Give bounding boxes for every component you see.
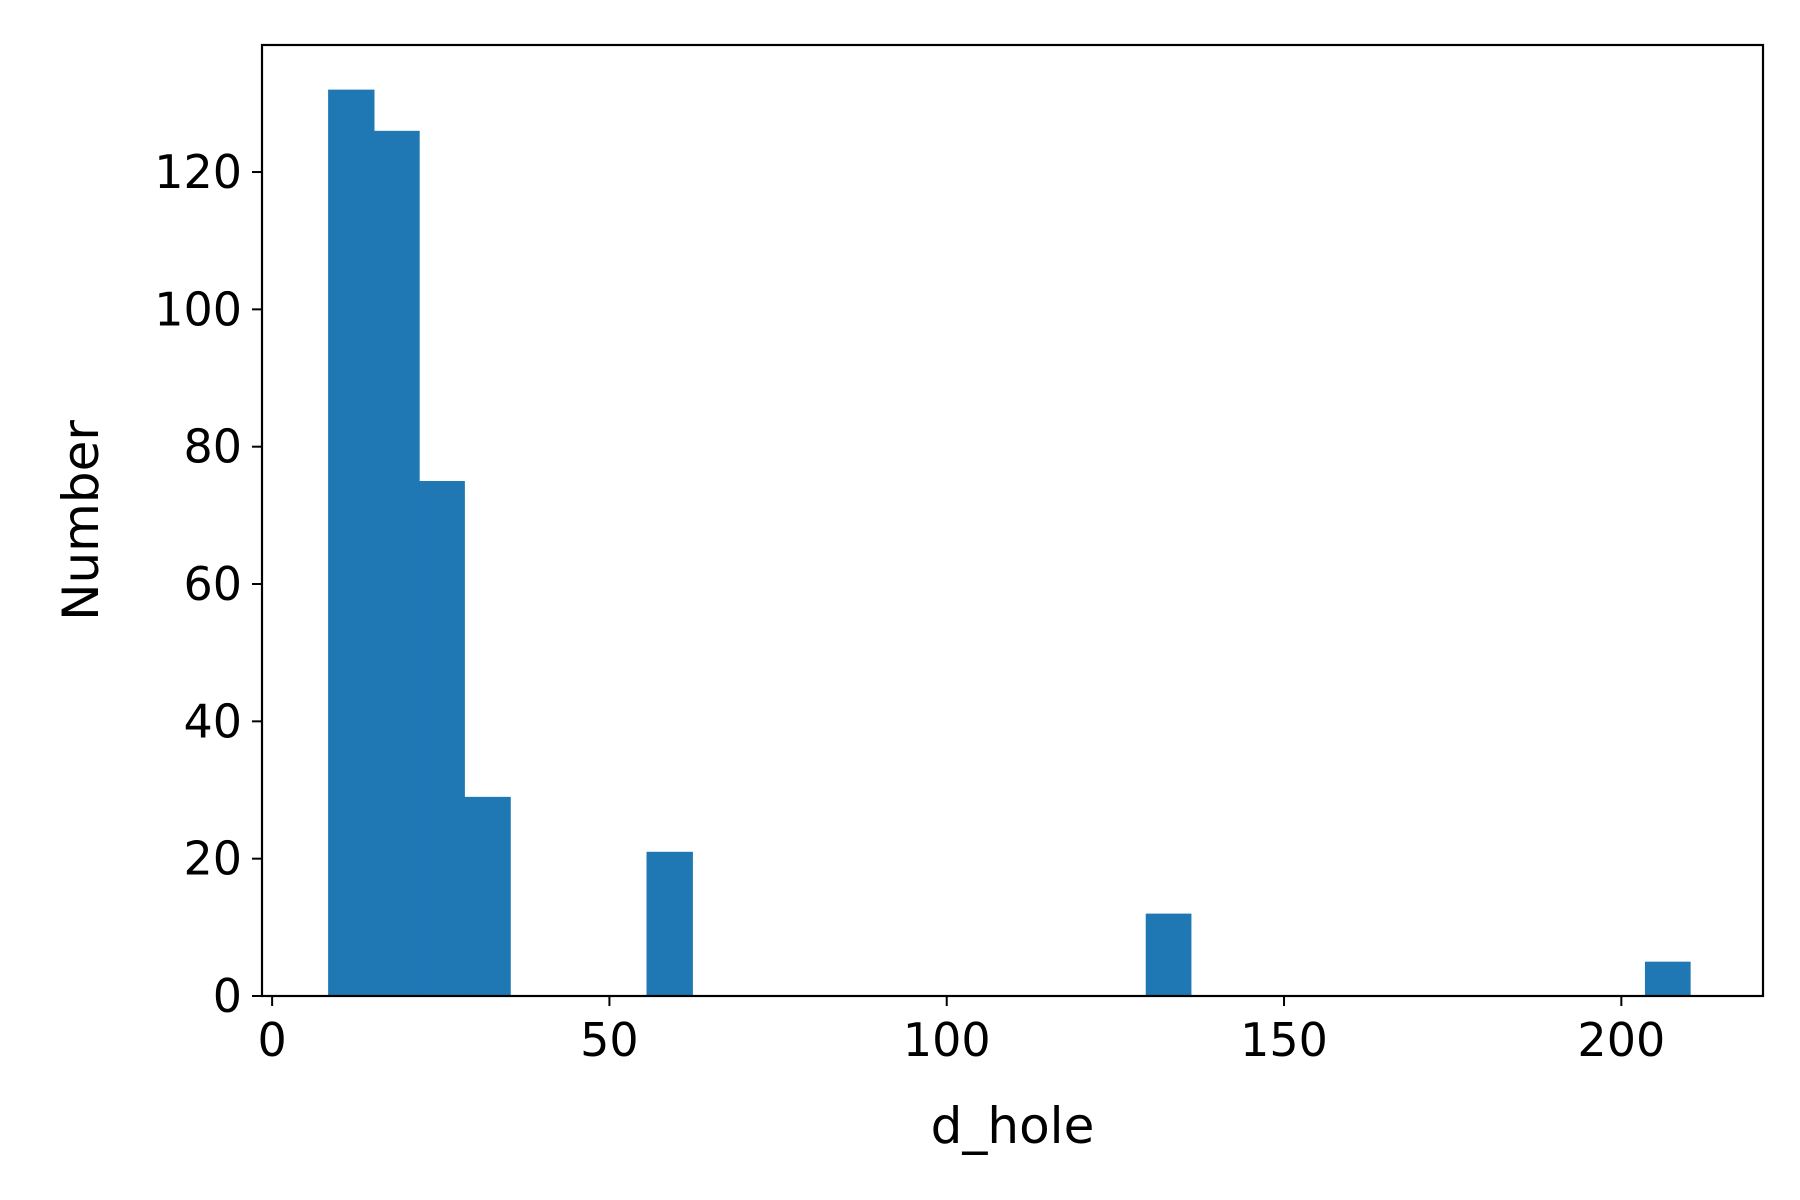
y-tick-label-1: 20 (183, 832, 242, 886)
x-tick-label-0: 0 (257, 1013, 286, 1067)
histogram-bar-6 (1644, 961, 1691, 996)
y-tick-label-6: 120 (154, 145, 242, 199)
x-axis-label: d_hole (931, 1097, 1095, 1155)
histogram-bar-0 (328, 89, 375, 996)
x-tick-label-2: 100 (903, 1013, 991, 1067)
y-tick-label-4: 80 (183, 420, 242, 474)
x-tick-label-1: 50 (580, 1013, 639, 1067)
y-tick-label-3: 60 (183, 557, 242, 611)
plot-frame (260, 43, 1765, 998)
y-tick-label-5: 100 (154, 282, 242, 336)
x-tick-label-3: 150 (1240, 1013, 1328, 1067)
y-tick-label-0: 0 (213, 969, 242, 1023)
histogram-bar-3 (464, 796, 511, 996)
histogram-bar-5 (1145, 913, 1192, 996)
bars-group (328, 89, 1691, 996)
histogram-bar-2 (419, 481, 465, 996)
x-axis-ticks: 0 50 100 150 200 (257, 996, 1665, 1067)
y-axis-ticks: 0 20 40 60 80 100 120 (154, 145, 262, 1023)
y-axis-label: Number (52, 420, 110, 621)
histogram-bar-4 (646, 851, 693, 996)
histogram-bar-1 (373, 130, 420, 996)
y-tick-label-2: 40 (183, 694, 242, 748)
x-tick-label-4: 200 (1577, 1013, 1665, 1067)
